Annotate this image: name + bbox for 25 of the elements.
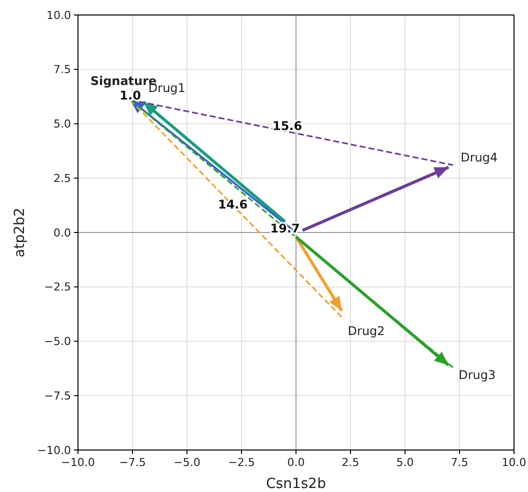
x-tick-label: 10.0 (502, 456, 526, 469)
y-tick-label: 2.5 (54, 172, 71, 185)
y-axis-title: atp2b2 (12, 208, 28, 258)
y-tick-label: −5.0 (44, 335, 71, 348)
series-label: Drug4 (460, 150, 498, 164)
y-tick-label: 7.5 (54, 63, 71, 76)
x-tick-label: 0.0 (287, 456, 305, 469)
series-label: Drug2 (348, 324, 385, 338)
y-tick-label: 5.0 (54, 118, 71, 131)
y-tick-label: −7.5 (44, 389, 71, 402)
y-tick-label: 0.0 (54, 226, 71, 240)
x-tick-label: 7.5 (450, 456, 468, 469)
annotation: 1.0 (120, 88, 141, 103)
x-axis-title: Csn1s2b (266, 476, 326, 492)
y-tick-label: −10.0 (37, 444, 71, 457)
x-tick-label: 2.5 (342, 456, 360, 469)
x-tick-label: −2.5 (228, 456, 255, 469)
annotation: 15.6 (272, 119, 302, 134)
y-tick-label: 10.0 (46, 8, 71, 22)
x-tick-label: 5.0 (396, 456, 414, 469)
series-label: Drug3 (458, 368, 496, 382)
x-tick-label: −5.0 (174, 456, 200, 469)
x-tick-label: −7.5 (119, 456, 146, 469)
annotation: 14.6 (218, 197, 248, 212)
y-tick-label: −2.5 (44, 280, 71, 294)
